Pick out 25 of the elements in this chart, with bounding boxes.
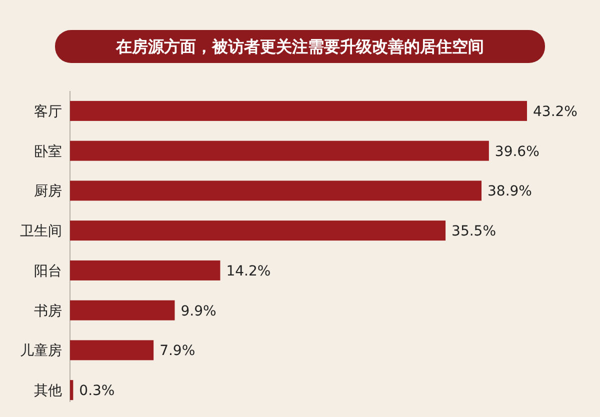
data-label: 35.5%	[452, 224, 496, 240]
data-label: 14.2%	[226, 263, 271, 280]
y-tick-label: 厨房	[34, 184, 62, 200]
y-tick-label: 书房	[34, 303, 62, 320]
y-tick-label: 儿童房	[20, 343, 62, 360]
data-label: 38.9%	[488, 184, 532, 200]
data-label: 0.3%	[79, 383, 115, 400]
y-tick-label: 客厅	[34, 104, 62, 120]
bar	[70, 180, 482, 201]
y-tick-label: 阳台	[34, 263, 62, 280]
y-tick-label: 卫生间	[20, 224, 62, 240]
chart-title: 在房源方面，被访者更关注需要升级改善的居住空间	[115, 37, 484, 56]
data-label: 43.2%	[533, 104, 578, 120]
bar	[70, 140, 489, 161]
y-tick-label: 其他	[34, 383, 62, 400]
bar	[70, 220, 446, 241]
bar	[70, 100, 527, 121]
data-label: 39.6%	[494, 144, 540, 160]
bar	[70, 300, 175, 320]
data-label: 9.9%	[180, 303, 216, 320]
bar	[70, 380, 74, 400]
y-tick-label: 卧室	[34, 144, 62, 160]
data-label: 7.9%	[160, 343, 196, 360]
bar	[70, 340, 154, 360]
bar	[70, 260, 220, 280]
